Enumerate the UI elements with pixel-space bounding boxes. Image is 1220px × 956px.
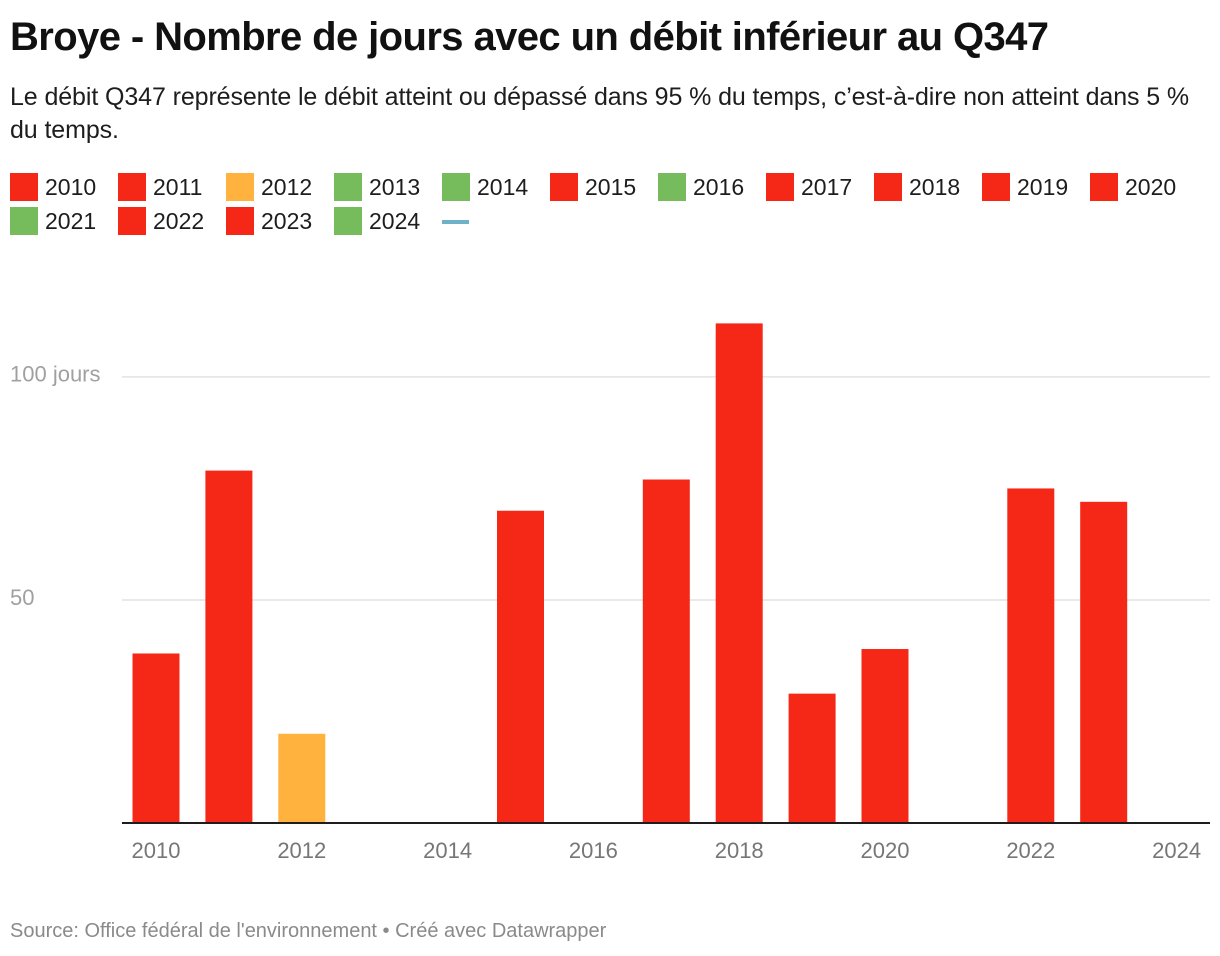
legend-swatch [442,173,470,201]
bar-2010 [132,653,180,823]
bar-2017 [642,479,690,823]
x-tick-label: 2010 [132,838,181,863]
legend-swatch [226,207,254,235]
legend-item: 2023 [226,207,334,235]
legend-item: 2015 [550,173,658,201]
legend-label: 2024 [369,207,421,234]
legend-item: 2017 [766,173,874,201]
legend-label: 2014 [477,173,529,200]
legend-item: 2013 [334,173,442,201]
legend-swatch [766,173,794,201]
legend-item: 2010 [10,173,118,201]
legend-item: 2024 [334,207,442,235]
x-tick-label: 2022 [1006,838,1055,863]
legend-label: 2020 [1125,173,1177,200]
x-tick-label: 2024 [1152,838,1201,863]
legend-item: 2016 [658,173,766,201]
bar-2012 [278,733,326,823]
legend-label: 2022 [153,207,205,234]
legend-label: 2021 [45,207,97,234]
x-tick-label: 2020 [861,838,910,863]
legend-line-swatch [442,220,469,224]
bar-2018 [715,323,763,823]
legend-label: 2012 [261,173,313,200]
legend-item: 2019 [982,173,1090,201]
legend-label: 2016 [693,173,745,200]
legend-swatch [982,173,1010,201]
legend-swatch [334,207,362,235]
legend-swatch [10,173,38,201]
bar-2023 [1080,501,1128,823]
legend-label: 2015 [585,173,637,200]
legend-item: 2021 [10,207,118,235]
source-footer: Source: Office fédéral de l'environnemen… [10,920,607,942]
legend-swatch [10,207,38,235]
axis-layer: 2010 2012 2014 2016 2018 2020 2022 2024 [122,822,1210,863]
legend-item: 2020 [1090,173,1198,201]
legend-swatch [550,173,578,201]
legend-item: 2012 [226,173,334,201]
bar-2011 [205,470,253,823]
x-tick-label: 2014 [423,838,472,863]
y-tick-label: 100 jours [10,362,101,387]
chart-subtitle: Le débit Q347 représente le débit attein… [10,83,1190,144]
legend-label: 2010 [45,173,97,200]
legend-item: 2014 [442,173,550,201]
legend-swatch [658,173,686,201]
legend-label: 2018 [909,173,961,200]
legend-swatch [334,173,362,201]
bar-2022 [1007,488,1055,823]
bar-layer [132,323,1128,823]
legend-item: 2018 [874,173,982,201]
chart-legend: 2010 2011 2012 2013 2014 2015 2016 2017 2018 2019… [10,170,1210,238]
y-tick-label: 50 [10,585,34,610]
legend-item: 2022 [118,207,226,235]
bar-chart: 50 100 jours 2010 2012 2014 2016 2018 2020 2022… [10,323,1210,863]
legend-label: 2023 [261,207,313,234]
x-tick-label: 2012 [277,838,326,863]
legend-swatch [118,207,146,235]
bar-2020 [861,649,909,823]
legend-item: 2011 [118,173,226,201]
legend-swatch [226,173,254,201]
x-tick-label: 2016 [569,838,618,863]
legend-label: 2019 [1017,173,1069,200]
legend-item [442,218,550,224]
legend-row: 2021 2022 2023 2024 [10,204,1210,238]
legend-row: 2010 2011 2012 2013 2014 2015 2016 2017 2018 2019… [10,170,1210,204]
legend-label: 2013 [369,173,421,200]
bar-2015 [497,510,544,823]
legend-swatch [1090,173,1118,201]
legend-label: 2017 [801,173,853,200]
chart-title: Broye - Nombre de jours avec un débit in… [10,15,1049,59]
legend-swatch [118,173,146,201]
bar-2019 [788,693,836,823]
x-tick-label: 2018 [715,838,764,863]
legend-swatch [874,173,902,201]
legend-label: 2011 [153,173,203,200]
